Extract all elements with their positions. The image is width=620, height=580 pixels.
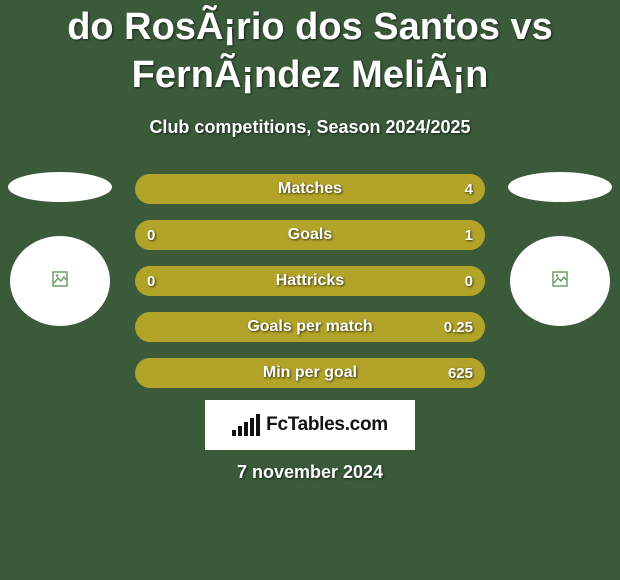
- stat-row: Hattricks00: [135, 266, 485, 296]
- stat-bar-right: [135, 174, 485, 204]
- bars-icon-bar: [250, 418, 254, 436]
- stat-bar-right: [135, 220, 485, 250]
- bars-icon-bar: [232, 430, 236, 436]
- subtitle: Club competitions, Season 2024/2025: [0, 117, 620, 138]
- player-avatar-right: [510, 236, 610, 326]
- stat-row: Min per goal625: [135, 358, 485, 388]
- player-right-column: [500, 168, 620, 326]
- comparison-area: Matches4 Goals01 Hattricks00 Goals per matc…: [0, 168, 620, 398]
- stat-bar-right: [135, 312, 485, 342]
- player-avatar-left: [10, 236, 110, 326]
- stat-bar-left: [135, 266, 310, 296]
- page-title: do RosÃ¡rio dos Santos vs FernÃ¡ndez Mel…: [0, 0, 620, 99]
- stat-row: Matches4: [135, 174, 485, 204]
- bars-icon-bar: [238, 426, 242, 436]
- bars-icon: [232, 414, 260, 436]
- placeholder-image-icon: [552, 271, 568, 292]
- comparison-card: do RosÃ¡rio dos Santos vs FernÃ¡ndez Mel…: [0, 0, 620, 580]
- stat-bar-right: [310, 266, 485, 296]
- branding-badge: FcTables.com: [205, 400, 415, 450]
- stat-bar-left: [135, 358, 317, 388]
- bars-icon-bar: [256, 414, 260, 436]
- branding-text: FcTables.com: [266, 414, 388, 436]
- stat-row: Goals per match0.25: [135, 312, 485, 342]
- stat-row: Goals01: [135, 220, 485, 250]
- player-left-column: [0, 168, 120, 326]
- date-label: 7 november 2024: [0, 462, 620, 483]
- stat-bars: Matches4 Goals01 Hattricks00 Goals per matc…: [135, 174, 485, 404]
- team-badge-right: [508, 172, 612, 202]
- stat-bar-right: [317, 358, 485, 388]
- placeholder-image-icon: [52, 271, 68, 292]
- team-badge-left: [8, 172, 112, 202]
- bars-icon-bar: [244, 422, 248, 436]
